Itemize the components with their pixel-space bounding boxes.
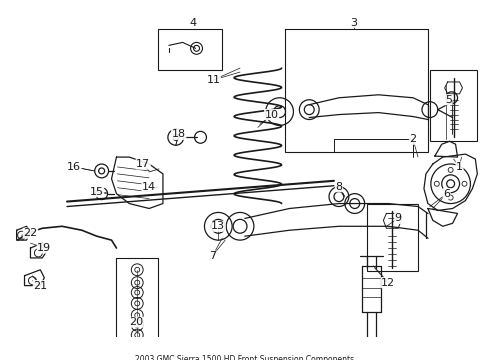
Bar: [116, 258, 158, 360]
Text: 3: 3: [349, 18, 357, 28]
Bar: [366, 203, 417, 271]
Text: 6: 6: [442, 189, 449, 199]
Text: 7: 7: [208, 251, 216, 261]
Text: 13: 13: [211, 221, 225, 231]
Text: 2: 2: [408, 134, 416, 144]
Text: 8: 8: [335, 182, 342, 192]
Text: 14: 14: [142, 182, 156, 192]
Text: 15: 15: [89, 187, 103, 197]
Text: 2003 GMC Sierra 1500 HD Front Suspension Components: 2003 GMC Sierra 1500 HD Front Suspension…: [135, 355, 353, 360]
Text: 1: 1: [455, 162, 462, 172]
Bar: [284, 28, 427, 152]
Text: 4: 4: [189, 18, 196, 28]
Text: 16: 16: [67, 162, 81, 172]
Text: 10: 10: [264, 109, 278, 120]
Text: 9: 9: [394, 213, 401, 223]
Text: 22: 22: [23, 228, 38, 238]
Text: 12: 12: [381, 278, 395, 288]
Text: 19: 19: [37, 243, 51, 253]
Bar: [158, 28, 222, 70]
Text: 17: 17: [136, 159, 150, 169]
Text: 5: 5: [444, 95, 451, 105]
Text: 11: 11: [206, 75, 220, 85]
Text: 18: 18: [171, 129, 185, 139]
Text: 20: 20: [129, 317, 143, 327]
Text: 21: 21: [33, 280, 47, 291]
Bar: [429, 70, 476, 141]
